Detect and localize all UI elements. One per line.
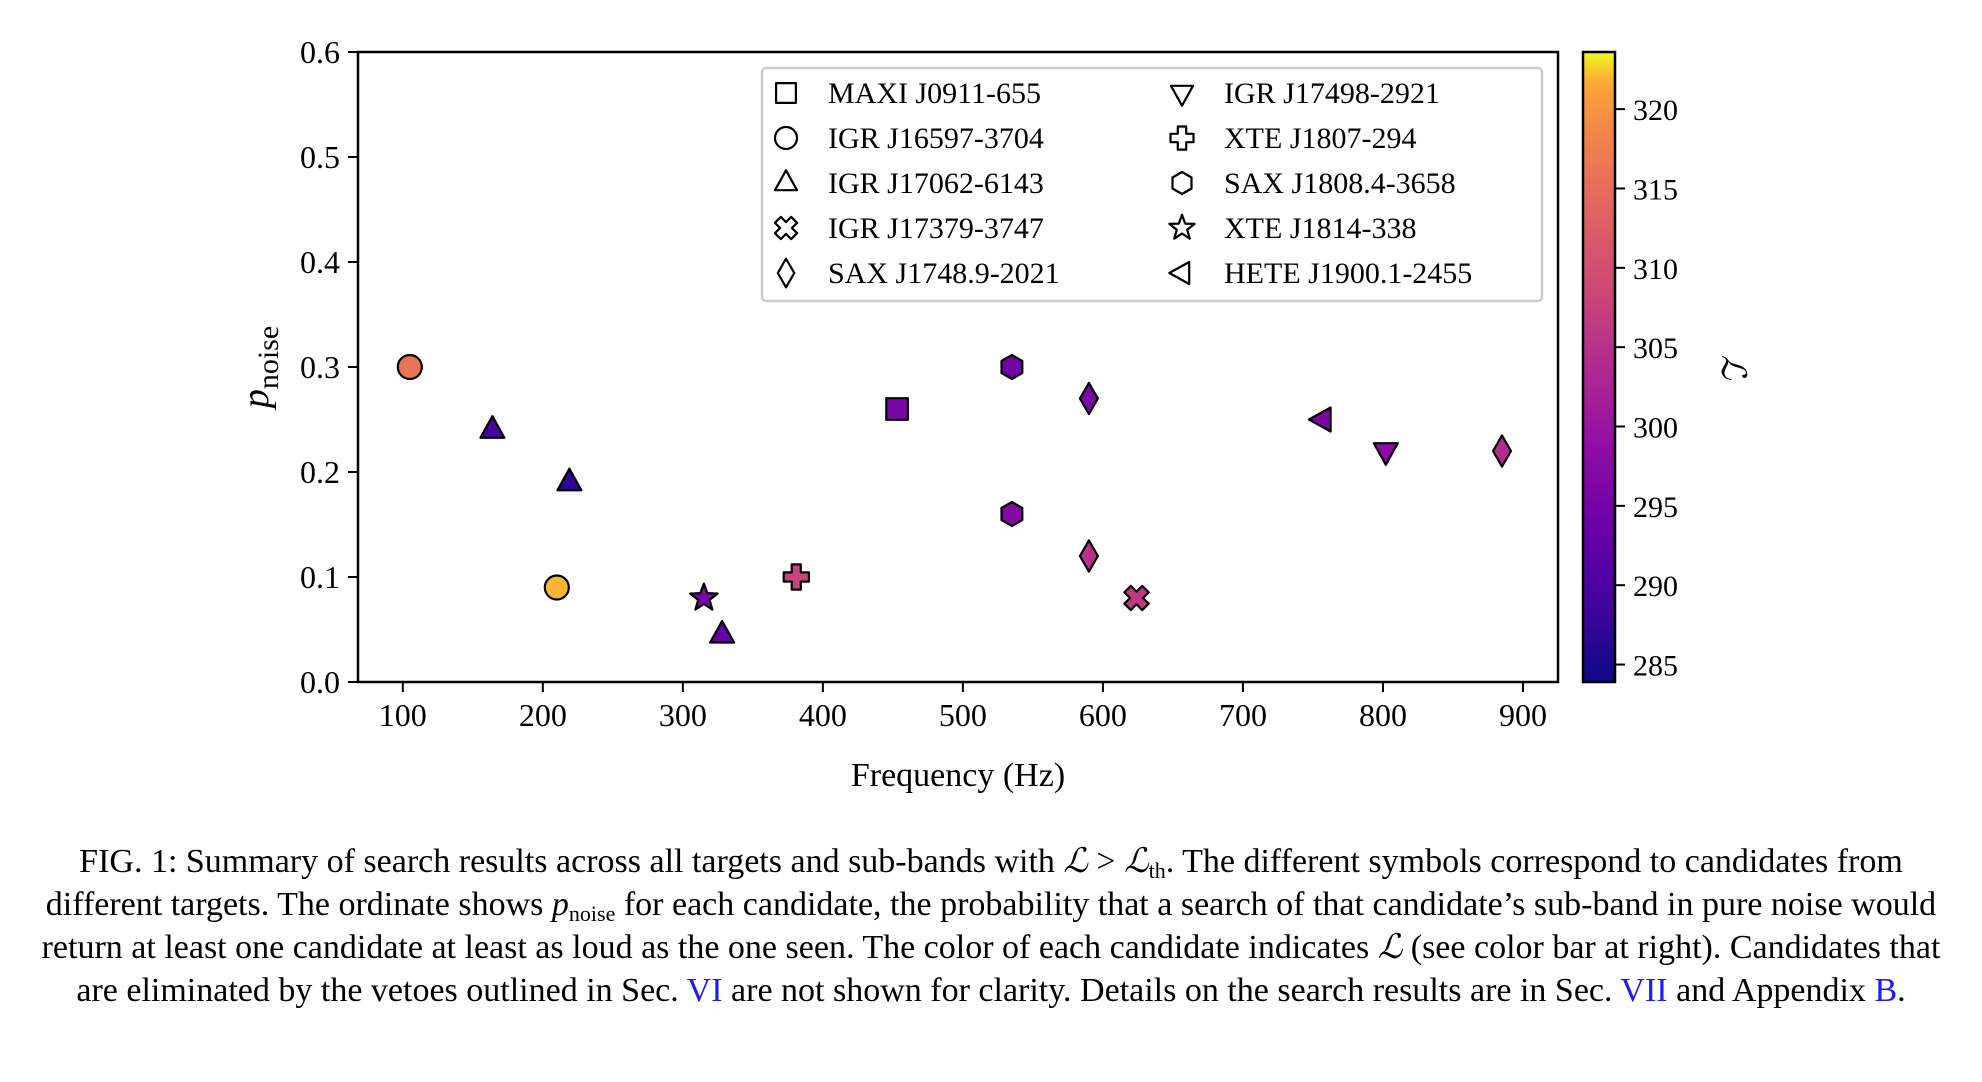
x-tick-label: 900 — [1499, 697, 1547, 733]
y-tick-label: 0.1 — [300, 559, 340, 595]
data-point-triangle-left — [1307, 406, 1332, 433]
legend-label: IGR J16597-3704 — [828, 122, 1044, 155]
x-tick-label: 500 — [939, 697, 987, 733]
y-tick-label: 0.4 — [300, 244, 340, 280]
y-tick-label: 0.6 — [300, 34, 340, 70]
legend-marker-triangle-up — [773, 169, 799, 192]
x-axis-label: Frequency (Hz) — [851, 757, 1065, 794]
x-tick-label: 400 — [799, 697, 847, 733]
y-axis: 0.0 0.1 0.2 0.3 0.4 0.5 0.6 — [300, 34, 358, 700]
legend-marker-hexagon — [1171, 170, 1193, 196]
section-7-link[interactable]: VII — [1620, 972, 1668, 1009]
legend-marker-plus-filled — [1169, 125, 1195, 151]
y-tick-label: 0.3 — [300, 349, 340, 385]
data-point-circle — [396, 353, 423, 381]
colorbar-tick-label: 310 — [1633, 253, 1678, 286]
figure-caption: FIG. 1: Summary of search results across… — [41, 843, 1941, 1009]
data-point-triangle-down — [1372, 442, 1399, 466]
colorbar-tick-label: 295 — [1633, 491, 1678, 524]
legend-label: IGR J17498-2921 — [1224, 77, 1440, 110]
y-tick-label: 0.2 — [300, 454, 340, 490]
legend-marker-square — [774, 81, 797, 104]
x-tick-label: 300 — [659, 697, 707, 733]
data-point-diamond — [1491, 434, 1513, 468]
data-point-diamond — [1078, 539, 1100, 573]
colorbar-tick-label: 290 — [1633, 570, 1678, 603]
data-point-diamond — [1078, 381, 1100, 416]
x-tick-label: 200 — [519, 697, 567, 733]
legend-box — [760, 66, 1544, 303]
legend-label: SAX J1748.9-2021 — [828, 257, 1060, 290]
x-tick-label: 800 — [1359, 697, 1407, 733]
legend-label: IGR J17062-6143 — [828, 167, 1044, 200]
colorbar-tick-label: 320 — [1633, 94, 1678, 127]
x-tick-label: 600 — [1079, 697, 1127, 733]
y-axis-label-p: p — [235, 389, 277, 411]
legend-marker-star — [1168, 213, 1196, 240]
legend: MAXI J0911-655 IGR J16597-3704 IGR J17062-… — [760, 66, 1544, 303]
data-point-hexagon — [1000, 500, 1024, 528]
y-axis-label: pnoise — [235, 326, 285, 411]
colorbar-label: ℒ — [1714, 355, 1751, 381]
legend-marker-x-filled — [773, 215, 799, 241]
data-point-hexagon — [1000, 353, 1024, 381]
legend-label: IGR J17379-3747 — [828, 212, 1044, 245]
legend-marker-diamond — [776, 257, 796, 289]
y-axis-label-sub: noise — [252, 326, 285, 389]
data-point-x-filled — [1123, 584, 1150, 612]
colorbar-tick-label: 315 — [1633, 173, 1678, 206]
x-axis: 100 200 300 400 500 600 700 800 900 — [379, 682, 1547, 733]
legend-label: XTE J1814-338 — [1224, 212, 1416, 245]
data-point-circle — [543, 574, 570, 601]
legend-marker-triangle-left — [1168, 260, 1191, 286]
legend-marker-triangle-down — [1169, 84, 1195, 107]
data-point-triangle-up — [556, 467, 583, 492]
data-point-square — [885, 397, 909, 421]
data-point-star — [689, 582, 719, 611]
y-tick-label: 0.0 — [300, 664, 340, 700]
legend-label: XTE J1807-294 — [1224, 122, 1416, 155]
colorbar: ℒ 285 290 295 300 305 310 315 320 — [1581, 50, 1751, 684]
legend-label: HETE J1900.1-2455 — [1224, 257, 1472, 290]
data-point-triangle-up — [708, 619, 736, 644]
data-points — [396, 353, 1513, 644]
colorbar-gradient — [1581, 50, 1617, 684]
legend-marker-circle — [773, 125, 799, 151]
legend-label: MAXI J0911-655 — [828, 77, 1041, 110]
colorbar-tick-label: 305 — [1633, 332, 1678, 365]
x-tick-label: 100 — [379, 697, 427, 733]
section-6-link[interactable]: VI — [686, 972, 723, 1009]
data-point-plus-filled — [782, 563, 811, 591]
legend-label: SAX J1808.4-3658 — [1224, 167, 1456, 200]
y-tick-label: 0.5 — [300, 139, 340, 175]
appendix-b-link[interactable]: B — [1874, 972, 1898, 1009]
colorbar-tick-label: 300 — [1633, 412, 1678, 445]
x-tick-label: 700 — [1219, 697, 1267, 733]
data-point-triangle-up — [479, 415, 506, 439]
colorbar-tick-label: 285 — [1633, 650, 1678, 683]
